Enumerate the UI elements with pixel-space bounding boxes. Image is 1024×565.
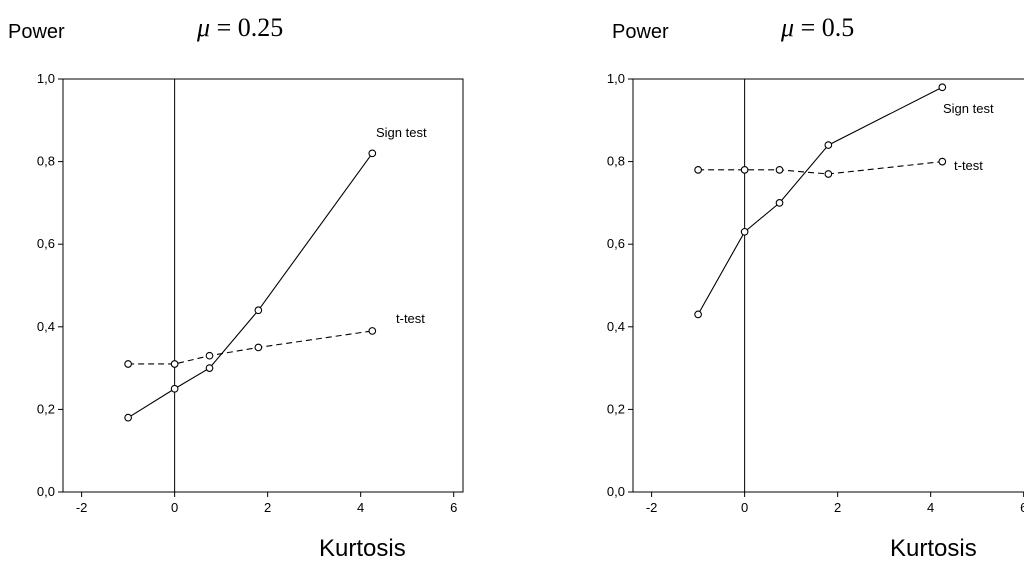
y-tick-label: 0,6 xyxy=(37,236,55,251)
sign-test-point xyxy=(254,306,263,315)
x-tick-label: 4 xyxy=(927,500,934,515)
x-axis-title: Kurtosis xyxy=(319,535,406,562)
chart-panel-1: Power μ = 0.25 0,0 0,2 0,4 0,6 0,8 1,0 -2 0 2 4 6… xyxy=(8,13,464,562)
annotation-sign-test: Sign test xyxy=(943,101,994,116)
y-tick-label: 0,4 xyxy=(607,319,625,334)
chart-title: μ = 0.5 xyxy=(780,13,854,42)
x-tick-label: 6 xyxy=(1020,500,1024,515)
t-test-point xyxy=(938,157,947,166)
y-tick-label: 1,0 xyxy=(607,71,625,86)
t-test-point xyxy=(124,360,132,368)
chart-title: μ = 0.25 xyxy=(196,13,283,42)
x-tick-label: -2 xyxy=(76,500,88,515)
x-tick-label: 0 xyxy=(741,500,748,515)
sign-test-point xyxy=(938,83,947,92)
y-tick-label: 0,2 xyxy=(37,401,55,416)
sign-test-point xyxy=(775,199,784,207)
sign-test-point xyxy=(170,384,179,393)
x-tick-label: 0 xyxy=(171,500,178,515)
t-test-point xyxy=(740,166,749,174)
y-axis: 0,0 0,2 0,4 0,6 0,8 1,0 xyxy=(37,71,63,499)
t-test-point xyxy=(205,351,214,360)
y-axis-title: Power xyxy=(612,21,669,43)
x-tick-label: 2 xyxy=(834,500,841,515)
y-tick-label: 0,8 xyxy=(37,154,55,169)
sign-test-line xyxy=(697,86,943,315)
t-test-point xyxy=(824,170,833,178)
y-tick-label: 0,6 xyxy=(607,236,625,251)
t-test-point xyxy=(694,166,702,174)
y-axis-title: Power xyxy=(8,21,65,43)
sign-test-point xyxy=(205,364,214,372)
y-tick-label: 0,0 xyxy=(37,484,55,499)
annotation-t-test: t-test xyxy=(954,158,983,173)
sign-test-point xyxy=(824,141,833,149)
y-tick-label: 0,4 xyxy=(37,319,55,334)
plot-frame xyxy=(632,78,1024,493)
x-axis: -2 0 2 4 6 xyxy=(76,492,457,515)
x-tick-label: 6 xyxy=(450,500,457,515)
x-axis: -2 0 2 4 6 xyxy=(646,492,1024,515)
t-test-line xyxy=(128,330,373,365)
annotation-t-test: t-test xyxy=(396,311,425,326)
chart-panel-2: Power μ = 0.5 0,00,20,40,60,81,0 -2 0 2 4 6 … xyxy=(607,13,1024,562)
annotation-sign-test: Sign test xyxy=(376,125,427,140)
series-layer xyxy=(694,83,947,319)
sign-test-point xyxy=(368,149,377,158)
plot-frame xyxy=(62,78,464,493)
sign-test-point xyxy=(124,413,132,422)
y-tick-label: 0,8 xyxy=(607,154,625,169)
x-tick-label: 2 xyxy=(264,500,271,515)
t-test-point xyxy=(170,360,179,368)
x-axis-title: Kurtosis xyxy=(890,535,977,562)
t-test-point xyxy=(254,343,263,352)
x-tick-label: -2 xyxy=(646,500,658,515)
sign-test-point xyxy=(740,227,749,236)
y-axis: 0,0 0,2 0,4 0,6 0,8 1,0 xyxy=(607,71,633,499)
x-tick-label: 4 xyxy=(357,500,364,515)
y-tick-label: 0,0 xyxy=(607,484,625,499)
y-tick-label: 0,2 xyxy=(607,401,625,416)
sign-test-line xyxy=(127,153,373,419)
sign-test-point xyxy=(694,310,702,319)
t-test-point xyxy=(368,327,377,335)
t-test-line xyxy=(698,161,943,175)
y-tick-label: 1,0 xyxy=(37,71,55,86)
t-test-point xyxy=(775,166,784,174)
series-layer xyxy=(124,149,377,422)
